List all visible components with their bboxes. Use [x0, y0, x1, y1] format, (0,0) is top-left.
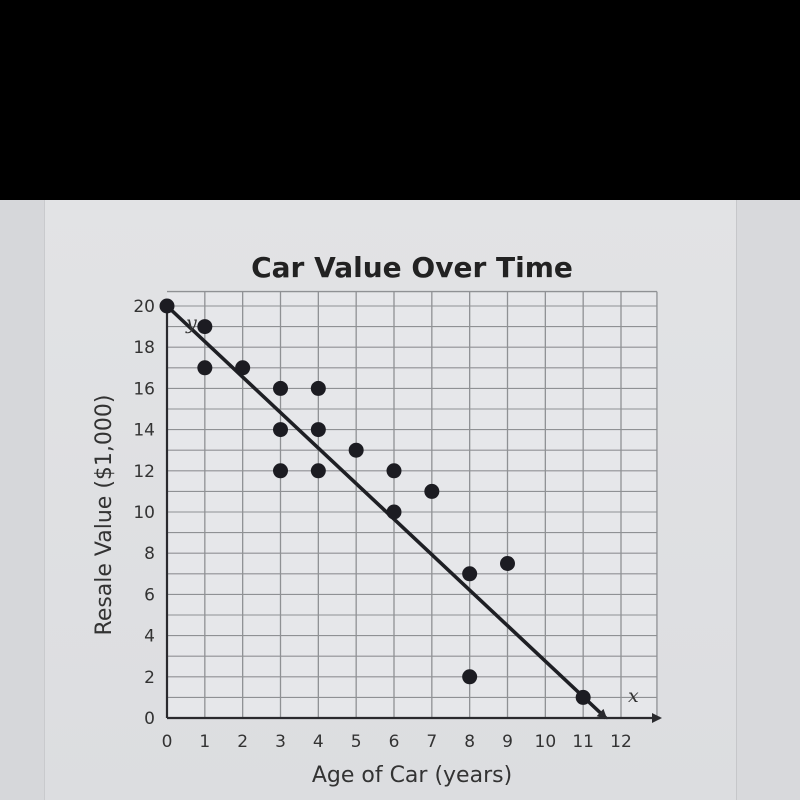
- y-tick-label: 8: [144, 544, 155, 564]
- grid-background: [167, 291, 657, 718]
- y-tick-label: 10: [133, 503, 155, 523]
- x-tick-label: 10: [535, 732, 557, 752]
- data-point: [197, 360, 213, 376]
- chart-title: Car Value Over Time: [251, 251, 573, 284]
- x-axis-title: Age of Car (years): [312, 763, 512, 788]
- paper-edge-right: [736, 200, 800, 800]
- data-points: [159, 298, 591, 705]
- y-tick-labels: 0 2 4 6 8 10 12 14 16 18 20: [133, 297, 155, 729]
- y-tick-label: 4: [144, 627, 155, 647]
- data-point: [197, 319, 213, 335]
- x-tick-label: 0: [162, 732, 173, 752]
- data-point: [310, 463, 326, 479]
- data-point: [310, 422, 326, 438]
- x-tick-label: 4: [313, 732, 324, 752]
- data-point: [235, 360, 251, 376]
- data-point: [386, 504, 402, 520]
- x-tick-label: 3: [275, 732, 286, 752]
- chart-grid: [167, 290, 658, 718]
- y-tick-label: 16: [133, 379, 155, 399]
- data-point: [273, 422, 288, 438]
- data-point: [424, 483, 440, 499]
- data-point: [386, 463, 402, 479]
- y-tick-label: 2: [144, 668, 155, 688]
- y-tick-label: 12: [133, 462, 155, 482]
- x-tick-label: 11: [572, 732, 594, 752]
- y-tick-label: 18: [133, 338, 155, 358]
- data-point: [310, 380, 326, 396]
- data-point: [348, 442, 364, 458]
- x-tick-label: 9: [502, 732, 513, 752]
- y-tick-label: 6: [144, 585, 155, 605]
- y-tick-label: 14: [133, 421, 155, 441]
- x-tick-label: 6: [389, 732, 400, 752]
- x-tick-label: 1: [199, 732, 210, 752]
- data-point: [273, 380, 288, 396]
- data-point: [500, 556, 515, 571]
- chart-axes: [162, 299, 662, 723]
- data-point: [462, 669, 478, 685]
- paper-edge-left: [0, 200, 45, 800]
- y-tick-label: 0: [144, 709, 155, 729]
- data-point: [462, 566, 478, 582]
- x-tick-label: 12: [610, 732, 632, 752]
- data-point: [273, 463, 288, 479]
- x-tick-labels: 0 1 2 3 4 5 6 7 8 9 10 11 12: [162, 732, 632, 752]
- x-tick-label: 5: [351, 732, 362, 752]
- y-tick-label: 20: [133, 297, 155, 317]
- data-point: [159, 298, 175, 314]
- data-point: [575, 689, 591, 705]
- y-axis-variable: y: [185, 312, 197, 334]
- x-axis-variable: x: [628, 685, 639, 707]
- x-tick-label: 2: [237, 732, 248, 752]
- x-tick-label: 8: [464, 732, 475, 752]
- x-tick-label: 7: [426, 732, 437, 752]
- y-axis-title: Resale Value ($1,000): [92, 395, 117, 636]
